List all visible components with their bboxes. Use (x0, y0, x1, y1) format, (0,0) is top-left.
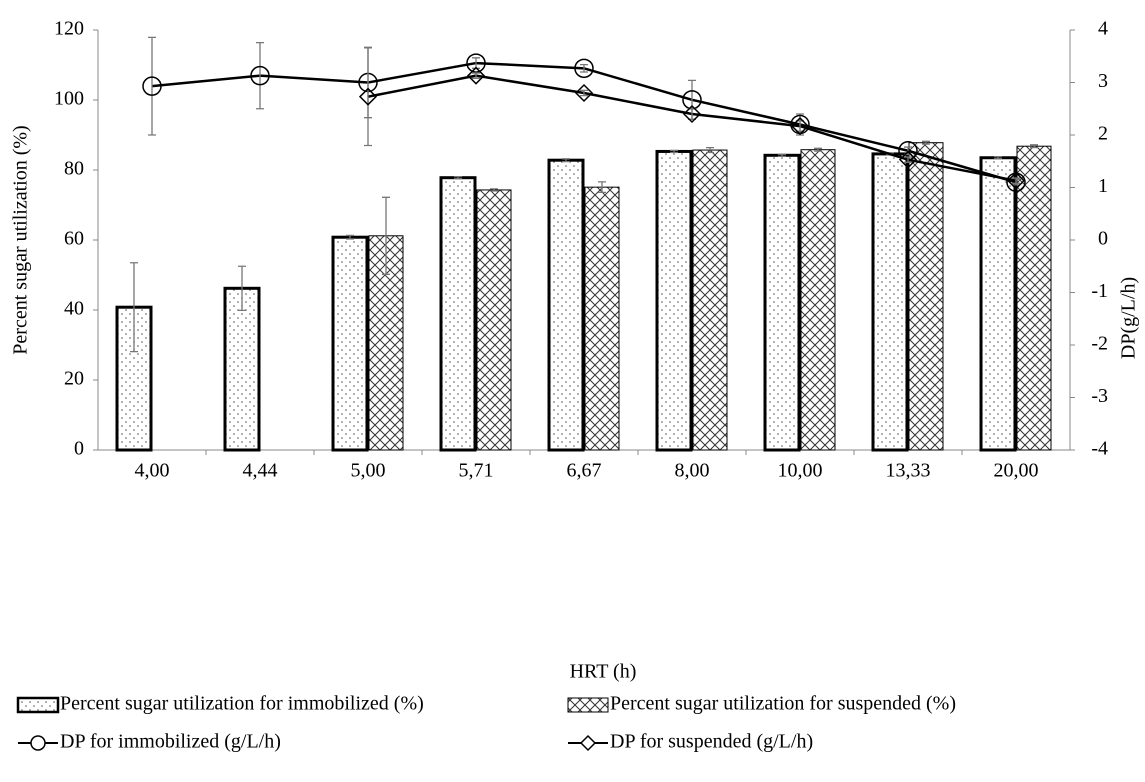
bar (655, 149, 693, 452)
bar (800, 149, 836, 451)
x-tick-label: 20,00 (994, 460, 1039, 482)
bar (331, 235, 369, 452)
x-tick-label: 4,00 (135, 460, 170, 482)
y2-tick-label: -1 (1091, 280, 1108, 302)
legend-label: Percent sugar utilization for suspended … (610, 693, 956, 715)
y2-tick-label: 3 (1098, 70, 1108, 92)
marker (574, 83, 594, 103)
y2-tick-label: -4 (1091, 438, 1108, 460)
x-tick-label: 5,71 (459, 460, 494, 482)
marker (1006, 171, 1026, 190)
bar (979, 156, 1017, 452)
marker (250, 65, 270, 86)
bar (223, 286, 261, 452)
x-tick-label: 5,00 (351, 460, 386, 482)
y2-tick-label: 1 (1098, 175, 1108, 197)
bar (871, 152, 909, 452)
marker (466, 66, 486, 85)
error-bar (580, 89, 588, 97)
error-bar (814, 147, 822, 152)
legend-label: DP for suspended (g/L/h) (610, 731, 813, 753)
marker (466, 53, 486, 73)
legend-swatch (16, 696, 60, 714)
error-bar (1030, 144, 1038, 149)
legend-label: DP for immobilized (g/L/h) (60, 731, 281, 753)
y2-tick-label: 0 (1098, 228, 1108, 250)
error-bar (598, 181, 606, 194)
y2-tick-label: 4 (1098, 18, 1108, 40)
error-bar (130, 262, 138, 353)
y-tick-label: 40 (64, 298, 84, 320)
bar (1016, 145, 1052, 451)
legend-label: Percent sugar utilization for immobilize… (60, 693, 424, 715)
y-tick-label: 80 (64, 158, 84, 180)
error-bar (364, 47, 372, 147)
bar (584, 186, 620, 451)
marker (358, 87, 378, 106)
bar (547, 158, 585, 452)
marker (790, 117, 810, 136)
marker (898, 150, 918, 169)
x-axis-title: HRT (h) (570, 661, 637, 683)
x-tick-label: 10,00 (778, 460, 823, 482)
error-bar (1012, 177, 1020, 184)
x-tick-label: 4,44 (243, 460, 278, 482)
y-tick-label: 120 (54, 18, 84, 40)
error-bar (580, 64, 588, 73)
x-tick-label: 6,67 (567, 460, 602, 482)
bar (439, 176, 477, 452)
y-tick-label: 100 (54, 88, 84, 110)
y2-axis-title: DP(g/L/h) (1118, 277, 1140, 359)
legend-marker (30, 735, 46, 751)
marker (682, 104, 702, 124)
error-bar (256, 41, 264, 110)
y-tick-label: 20 (64, 368, 84, 390)
marker (574, 58, 594, 79)
x-tick-label: 13,33 (886, 460, 931, 482)
bar (763, 153, 801, 452)
x-tick-label: 8,00 (675, 460, 710, 482)
y-tick-label: 60 (64, 228, 84, 250)
bar (692, 149, 728, 451)
y2-tick-label: -3 (1091, 385, 1108, 407)
legend-marker (579, 734, 597, 752)
error-bar (562, 158, 570, 163)
error-bar (778, 153, 786, 157)
error-bar (670, 149, 678, 154)
error-bar (922, 140, 930, 145)
y2-tick-label: 2 (1098, 123, 1108, 145)
error-bar (148, 36, 156, 136)
y-tick-label: 0 (74, 438, 84, 460)
error-bar (706, 146, 714, 154)
error-bar (238, 265, 246, 311)
error-bar (382, 196, 390, 275)
y-axis-title: Percent sugar utilization (%) (10, 125, 32, 354)
y2-tick-label: -2 (1091, 333, 1108, 355)
error-bar (904, 156, 912, 163)
legend-swatch (567, 697, 609, 713)
error-bar (346, 234, 354, 240)
error-bar (994, 156, 1002, 160)
error-bar (454, 176, 462, 180)
marker (142, 76, 162, 96)
bar (908, 142, 944, 451)
error-bar (472, 72, 480, 79)
error-bar (490, 188, 498, 192)
bar (476, 189, 512, 451)
